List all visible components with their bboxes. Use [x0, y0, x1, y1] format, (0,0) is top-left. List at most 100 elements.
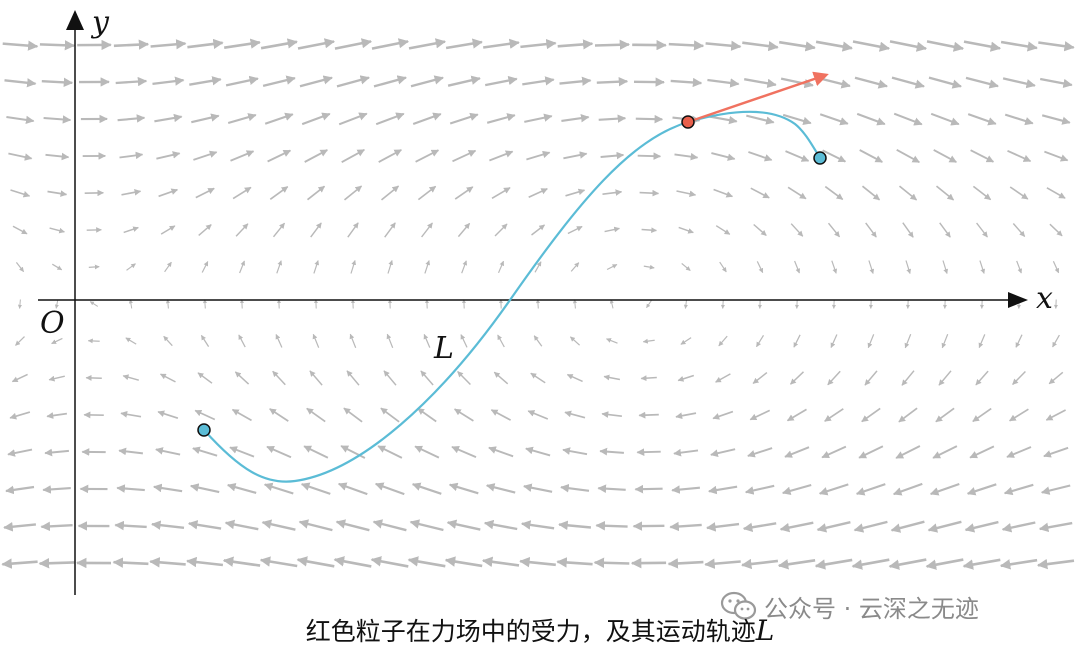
field-arrow	[598, 114, 627, 123]
field-arrow	[48, 375, 65, 382]
field-arrow	[260, 38, 298, 50]
field-arrow	[675, 412, 697, 420]
watermark-text: 公众号 · 云深之无迹	[764, 594, 979, 623]
field-arrow	[230, 150, 255, 162]
field-arrow	[868, 260, 875, 274]
field-arrow	[604, 226, 620, 233]
field-arrow	[229, 446, 255, 458]
field-arrow	[226, 482, 257, 494]
field-arrow	[350, 260, 357, 274]
field-arrow	[965, 76, 999, 89]
field-arrow	[341, 148, 365, 164]
field-arrow	[742, 522, 777, 533]
field-arrow	[1007, 149, 1032, 163]
field-arrow	[824, 408, 844, 422]
field-arrow	[1048, 371, 1064, 385]
field-arrow	[160, 225, 176, 235]
field-arrow	[424, 260, 431, 274]
field-arrow	[150, 39, 187, 50]
field-arrow	[942, 260, 949, 274]
field-arrow	[201, 261, 209, 273]
field-arrow	[128, 299, 133, 309]
field-arrow	[165, 299, 170, 309]
field-arrow	[1036, 558, 1075, 570]
field-arrow	[46, 412, 68, 419]
field-arrow	[964, 520, 999, 533]
field-arrow	[525, 446, 551, 457]
field-arrow	[572, 299, 577, 309]
field-arrow	[784, 446, 810, 458]
field-arrow	[638, 411, 659, 419]
field-arrow	[742, 41, 779, 52]
field-arrow	[202, 299, 207, 309]
field-arrow	[6, 115, 35, 125]
field-arrow	[380, 407, 400, 423]
field-arrow	[963, 40, 1002, 52]
field-arrow	[676, 190, 697, 198]
field-arrow	[519, 556, 556, 568]
field-arrow	[852, 40, 891, 52]
curve-label: L	[433, 331, 454, 366]
field-arrow	[892, 482, 923, 496]
field-arrow	[528, 188, 548, 198]
field-arrow	[452, 149, 477, 163]
field-arrow	[299, 75, 333, 88]
field-arrow	[827, 370, 841, 386]
field-arrow	[15, 262, 25, 272]
field-arrow	[449, 112, 479, 125]
field-arrow	[978, 334, 986, 349]
field-arrow	[867, 334, 875, 349]
field-arrow	[88, 264, 100, 270]
field-arrow	[269, 186, 289, 200]
field-arrow	[43, 115, 72, 124]
field-arrow	[15, 336, 25, 346]
field-arrow	[122, 374, 140, 381]
field-arrow	[164, 261, 172, 273]
field-arrow	[112, 557, 149, 568]
field-arrow	[898, 185, 918, 201]
field-arrow	[267, 149, 292, 163]
field-arrow	[1001, 521, 1036, 533]
field-arrow	[938, 370, 952, 386]
field-arrow	[386, 333, 394, 349]
field-arrow	[601, 411, 623, 418]
field-arrow	[123, 226, 139, 234]
field-arrow	[412, 112, 442, 125]
field-arrow	[275, 334, 283, 348]
field-arrow	[793, 334, 801, 348]
field-arrow	[384, 222, 396, 238]
field-arrow	[380, 185, 400, 201]
field-arrow	[310, 222, 322, 238]
field-arrow	[865, 222, 877, 238]
field-arrow	[557, 39, 594, 50]
field-arrow	[47, 190, 68, 197]
field-arrow	[673, 448, 699, 457]
field-arrow	[460, 334, 468, 348]
field-arrow	[1049, 223, 1063, 237]
field-arrow	[753, 223, 767, 237]
field-arrow	[669, 521, 702, 532]
field-arrow	[926, 40, 965, 52]
field-arrow	[827, 222, 841, 238]
field-arrow	[40, 521, 73, 532]
field-arrow	[375, 112, 405, 126]
field-arrow	[125, 337, 137, 345]
field-arrow	[313, 260, 320, 274]
field-arrow	[149, 557, 186, 568]
field-arrow	[7, 448, 33, 457]
field-arrow	[569, 336, 581, 346]
field-arrow	[261, 519, 296, 531]
field-arrow	[777, 559, 816, 570]
field-arrow	[523, 483, 553, 493]
field-arrow	[457, 370, 471, 386]
field-arrow	[864, 370, 878, 386]
field-arrow	[720, 299, 725, 309]
field-arrow	[680, 337, 692, 345]
field-arrow	[120, 410, 142, 418]
field-arrow	[191, 113, 220, 124]
field-arrow	[855, 483, 886, 496]
field-arrow	[407, 556, 446, 568]
field-arrow	[814, 558, 853, 570]
field-arrow	[819, 113, 849, 126]
field-arrow	[712, 410, 734, 420]
